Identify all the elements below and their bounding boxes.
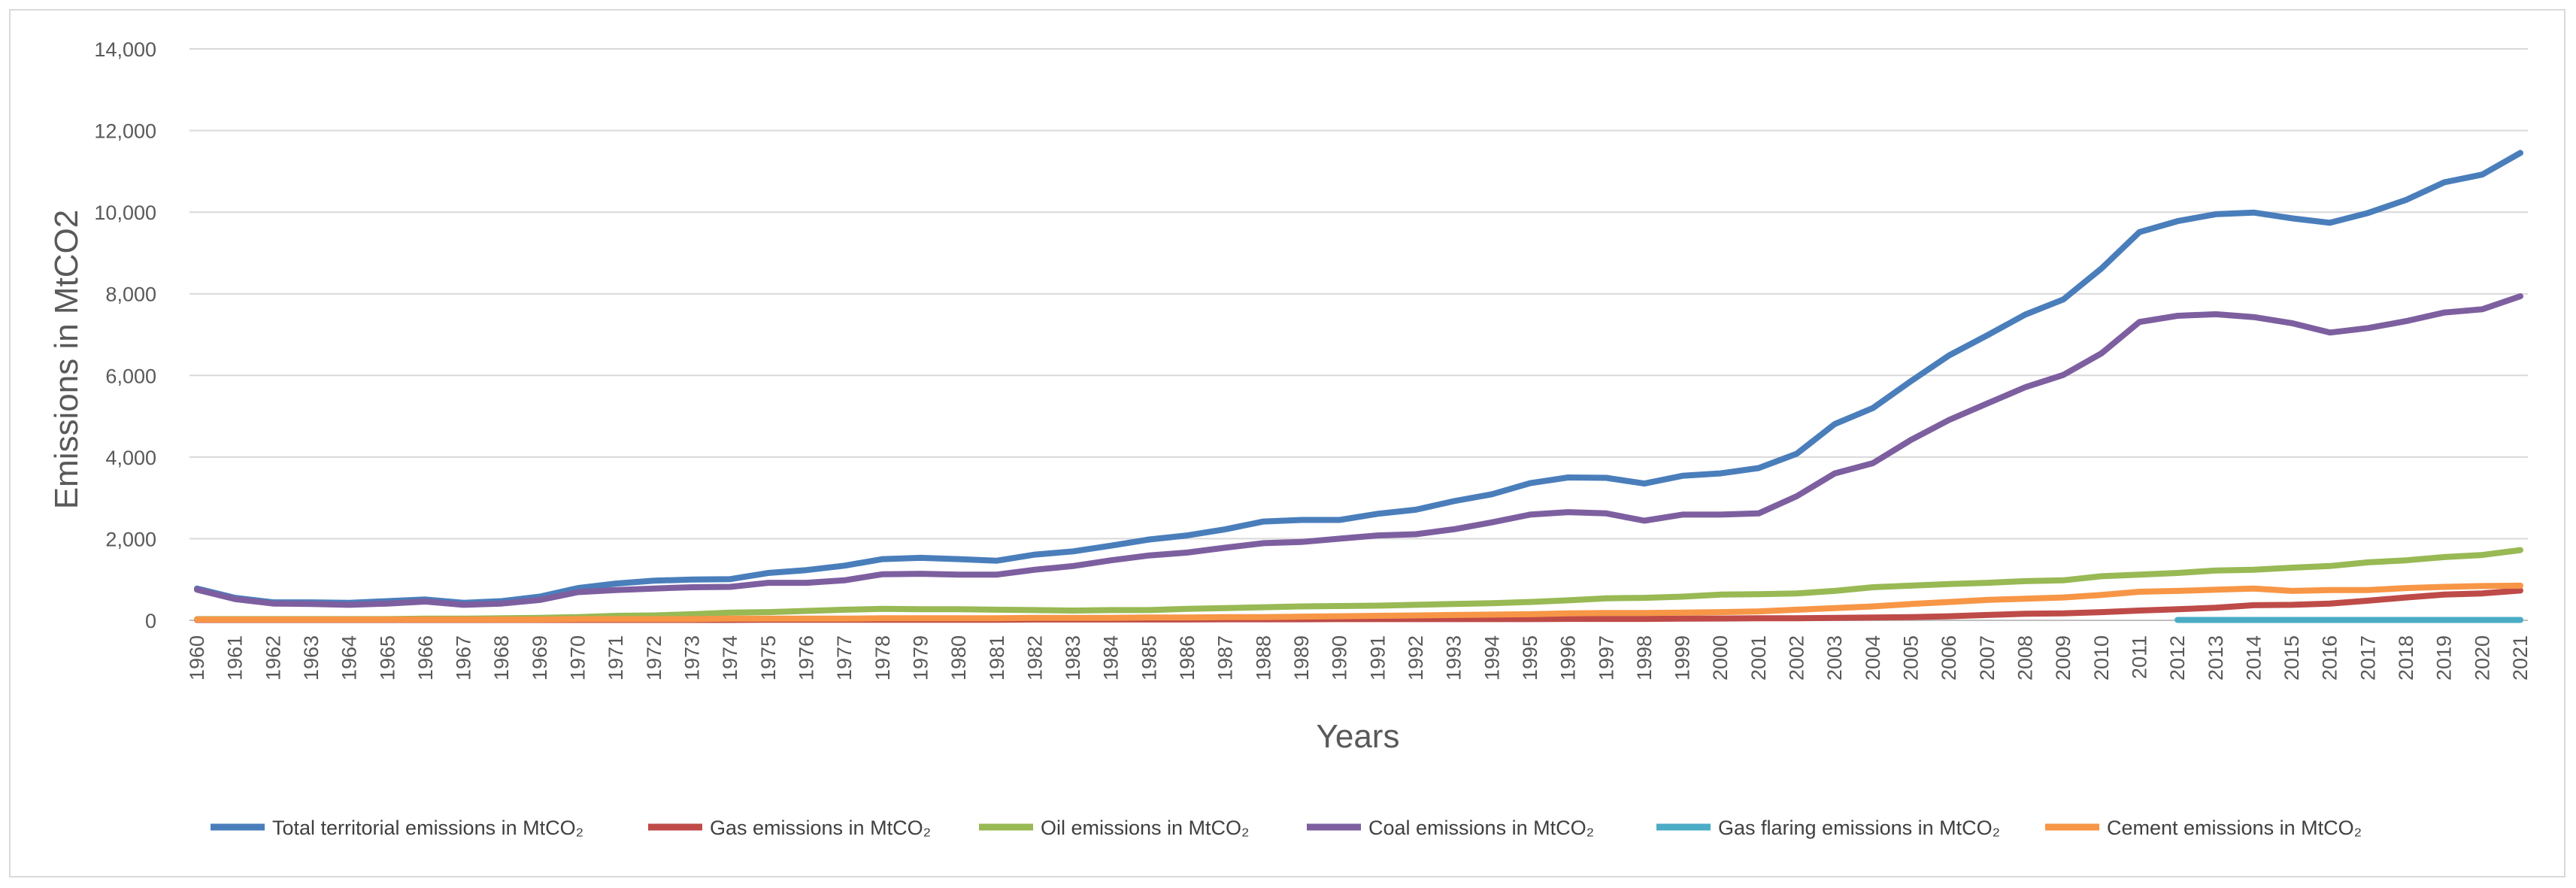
x-tick-label: 2009 xyxy=(2052,635,2074,680)
x-tick-label: 1966 xyxy=(414,635,437,680)
x-tick-label: 1967 xyxy=(453,635,475,680)
x-tick-label: 2008 xyxy=(2014,635,2036,680)
x-tick-label: 1974 xyxy=(719,635,741,680)
x-tick-label: 2001 xyxy=(1747,635,1770,680)
x-tick-label: 2020 xyxy=(2471,635,2493,680)
x-tick-label: 1992 xyxy=(1405,635,1427,680)
x-tick-label: 1965 xyxy=(376,635,399,680)
y-tick-label: 6,000 xyxy=(105,365,156,387)
x-tick-label: 2013 xyxy=(2205,635,2227,680)
x-tick-label: 2011 xyxy=(2128,635,2150,679)
x-tick-label: 1977 xyxy=(833,635,856,680)
x-tick-label: 2010 xyxy=(2090,635,2113,680)
x-tick-label: 2019 xyxy=(2433,635,2456,680)
legend-label: Oil emissions in MtCO₂ xyxy=(1041,817,1250,839)
y-tick-label: 14,000 xyxy=(94,38,156,61)
x-tick-label: 1989 xyxy=(1290,635,1313,680)
x-tick-label: 2016 xyxy=(2319,635,2341,680)
x-tick-label: 1991 xyxy=(1366,635,1389,680)
legend-label: Gas flaring emissions in MtCO₂ xyxy=(1718,817,2000,839)
y-tick-label: 8,000 xyxy=(105,283,156,306)
x-tick-label: 1969 xyxy=(529,635,551,680)
x-tick-label: 1973 xyxy=(681,635,704,680)
x-tick-labels: 1960 1961 1962 1963 1964 1965 1966 1967 1968 1969… xyxy=(186,635,2532,680)
x-tick-label: 1971 xyxy=(605,635,627,680)
series-lines xyxy=(194,150,2523,623)
x-tick-label: 1990 xyxy=(1329,635,1351,680)
x-tick-label: 1963 xyxy=(300,635,323,680)
y-tick-labels: 0 2,000 4,000 6,000 8,000 10,000 12,000 14,000 xyxy=(94,38,156,632)
x-tick-label: 1997 xyxy=(1595,635,1617,680)
series-line-0 xyxy=(194,150,2523,606)
x-tick-label: 1988 xyxy=(1252,635,1274,680)
x-tick-label: 1998 xyxy=(1633,635,1656,680)
legend-label: Total territorial emissions in MtCO₂ xyxy=(272,817,583,839)
series-line-3 xyxy=(194,293,2523,608)
x-tick-label: 2018 xyxy=(2395,635,2417,680)
x-tick-label: 1982 xyxy=(1023,635,1046,680)
y-tick-label: 2,000 xyxy=(105,528,156,550)
legend-label: Cement emissions in MtCO₂ xyxy=(2107,817,2362,839)
x-tick-label: 2004 xyxy=(1862,635,1884,680)
x-tick-label: 1985 xyxy=(1138,635,1160,680)
x-tick-label: 1984 xyxy=(1100,635,1123,680)
x-tick-label: 1983 xyxy=(1062,635,1084,680)
x-tick-label: 1975 xyxy=(757,635,780,680)
legend-label: Gas emissions in MtCO₂ xyxy=(710,817,931,839)
x-axis-title: Years xyxy=(1317,718,1400,755)
x-tick-label: 1970 xyxy=(567,635,589,680)
x-tick-label: 1995 xyxy=(1519,635,1541,680)
legend-label: Coal emissions in MtCO₂ xyxy=(1368,817,1594,839)
x-tick-label: 2012 xyxy=(2166,635,2189,680)
x-tick-label: 1968 xyxy=(490,635,513,680)
chart-frame xyxy=(9,9,2565,877)
legend: Total territorial emissions in MtCO₂ Gas … xyxy=(211,817,2362,839)
x-tick-label: 1961 xyxy=(224,635,247,680)
x-tick-label: 2015 xyxy=(2281,635,2303,680)
x-tick-label: 2007 xyxy=(1976,635,1999,680)
y-tick-label: 0 xyxy=(145,610,156,632)
x-tick-label: 2017 xyxy=(2356,635,2379,680)
x-tick-label: 1979 xyxy=(909,635,932,680)
y-tick-label: 4,000 xyxy=(105,447,156,469)
y-axis-title: Emissions in MtCO2 xyxy=(48,210,85,510)
x-tick-label: 1987 xyxy=(1214,635,1237,680)
x-tick-label: 1976 xyxy=(795,635,817,680)
x-tick-label: 2006 xyxy=(1938,635,1960,680)
x-tick-label: 1978 xyxy=(871,635,894,680)
x-tick-label: 1986 xyxy=(1176,635,1199,680)
x-tick-label: 2005 xyxy=(1900,635,1923,680)
x-tick-label: 1994 xyxy=(1480,635,1503,680)
x-tick-label: 1962 xyxy=(262,635,284,680)
x-tick-label: 1980 xyxy=(947,635,970,680)
y-tick-label: 10,000 xyxy=(94,202,156,224)
x-tick-label: 1981 xyxy=(986,635,1008,680)
x-tick-label: 1960 xyxy=(186,635,208,680)
x-tick-label: 2002 xyxy=(1786,635,1808,680)
x-tick-label: 1964 xyxy=(338,635,361,680)
x-tick-label: 2021 xyxy=(2509,635,2532,680)
x-tick-label: 1999 xyxy=(1671,635,1694,680)
x-tick-label: 1996 xyxy=(1557,635,1580,680)
x-tick-label: 2000 xyxy=(1709,635,1732,680)
x-tick-label: 1993 xyxy=(1443,635,1465,680)
y-tick-label: 12,000 xyxy=(94,120,156,143)
x-tick-label: 2003 xyxy=(1823,635,1846,680)
x-tick-label: 1972 xyxy=(643,635,665,680)
x-tick-label: 2014 xyxy=(2242,635,2265,680)
series-line-5 xyxy=(194,582,2523,623)
